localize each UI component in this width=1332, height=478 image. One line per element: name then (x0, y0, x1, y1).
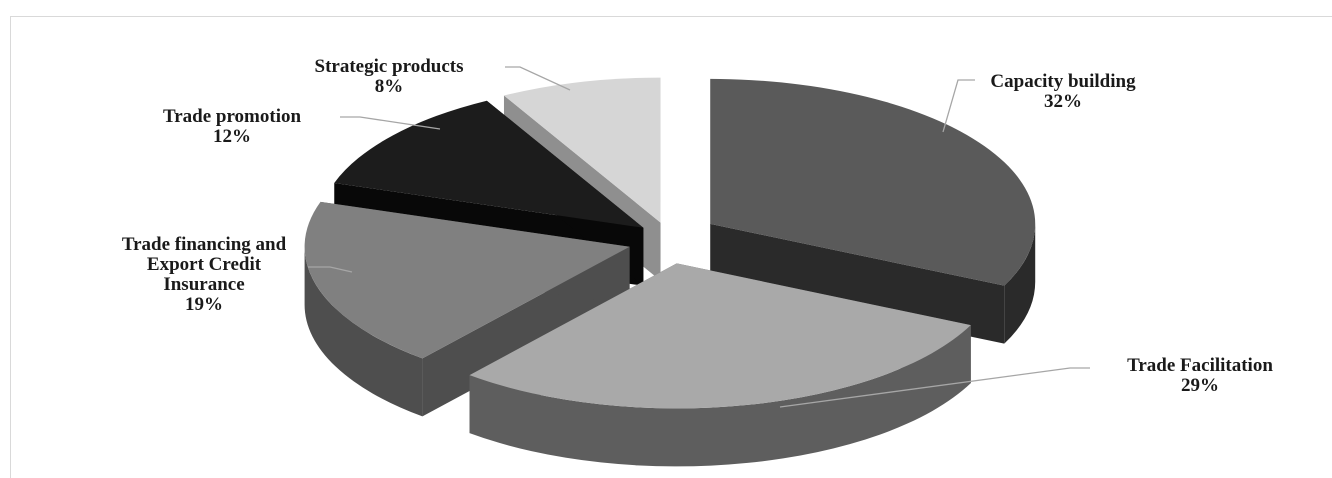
slice-percent-trade-promotion: 12% (213, 126, 251, 147)
slice-top (304, 201, 630, 359)
chart-frame (10, 16, 1332, 478)
slice-label-trade-financing-and-export-credit-insurance: Export Credit (147, 254, 262, 275)
slice-percent-strategic-products: 8% (375, 76, 404, 97)
slice-label-capacity-building: Capacity building (990, 71, 1136, 92)
slice-top (334, 100, 644, 228)
pie-slices (304, 77, 1036, 467)
slice-top (469, 263, 971, 409)
slice-capacity-building (710, 78, 1036, 344)
leader-line-trade-financing-and-export-credit-insurance (308, 266, 353, 273)
leader-line-strategic-products (505, 66, 571, 91)
slice-trade-facilitation (469, 263, 971, 467)
leader-lines (308, 66, 1090, 408)
leader-line-trade-promotion (340, 116, 441, 130)
slice-label-trade-facilitation: Trade Facilitation (1127, 355, 1273, 376)
slice-outer-wall (304, 246, 423, 417)
slice-percent-trade-facilitation: 29% (1181, 375, 1219, 396)
slice-label-trade-promotion: Trade promotion (163, 106, 302, 127)
slice-label-trade-financing-and-export-credit-insurance: Insurance (163, 274, 244, 295)
slice-percent-trade-financing-and-export-credit-insurance: 19% (185, 294, 223, 315)
leader-line-trade-facilitation (779, 367, 1090, 408)
slice-top (710, 78, 1036, 286)
slice-wall (710, 223, 1005, 344)
leader-line-capacity-building (942, 79, 975, 133)
slice-outer-wall (1004, 223, 1036, 344)
slice-percent-capacity-building: 32% (1044, 91, 1082, 112)
slice-outer-wall (469, 325, 971, 467)
slice-label-strategic-products: Strategic products (315, 56, 464, 77)
slice-top (503, 77, 661, 223)
slice-label-trade-financing-and-export-credit-insurance: Trade financing and (122, 234, 287, 255)
